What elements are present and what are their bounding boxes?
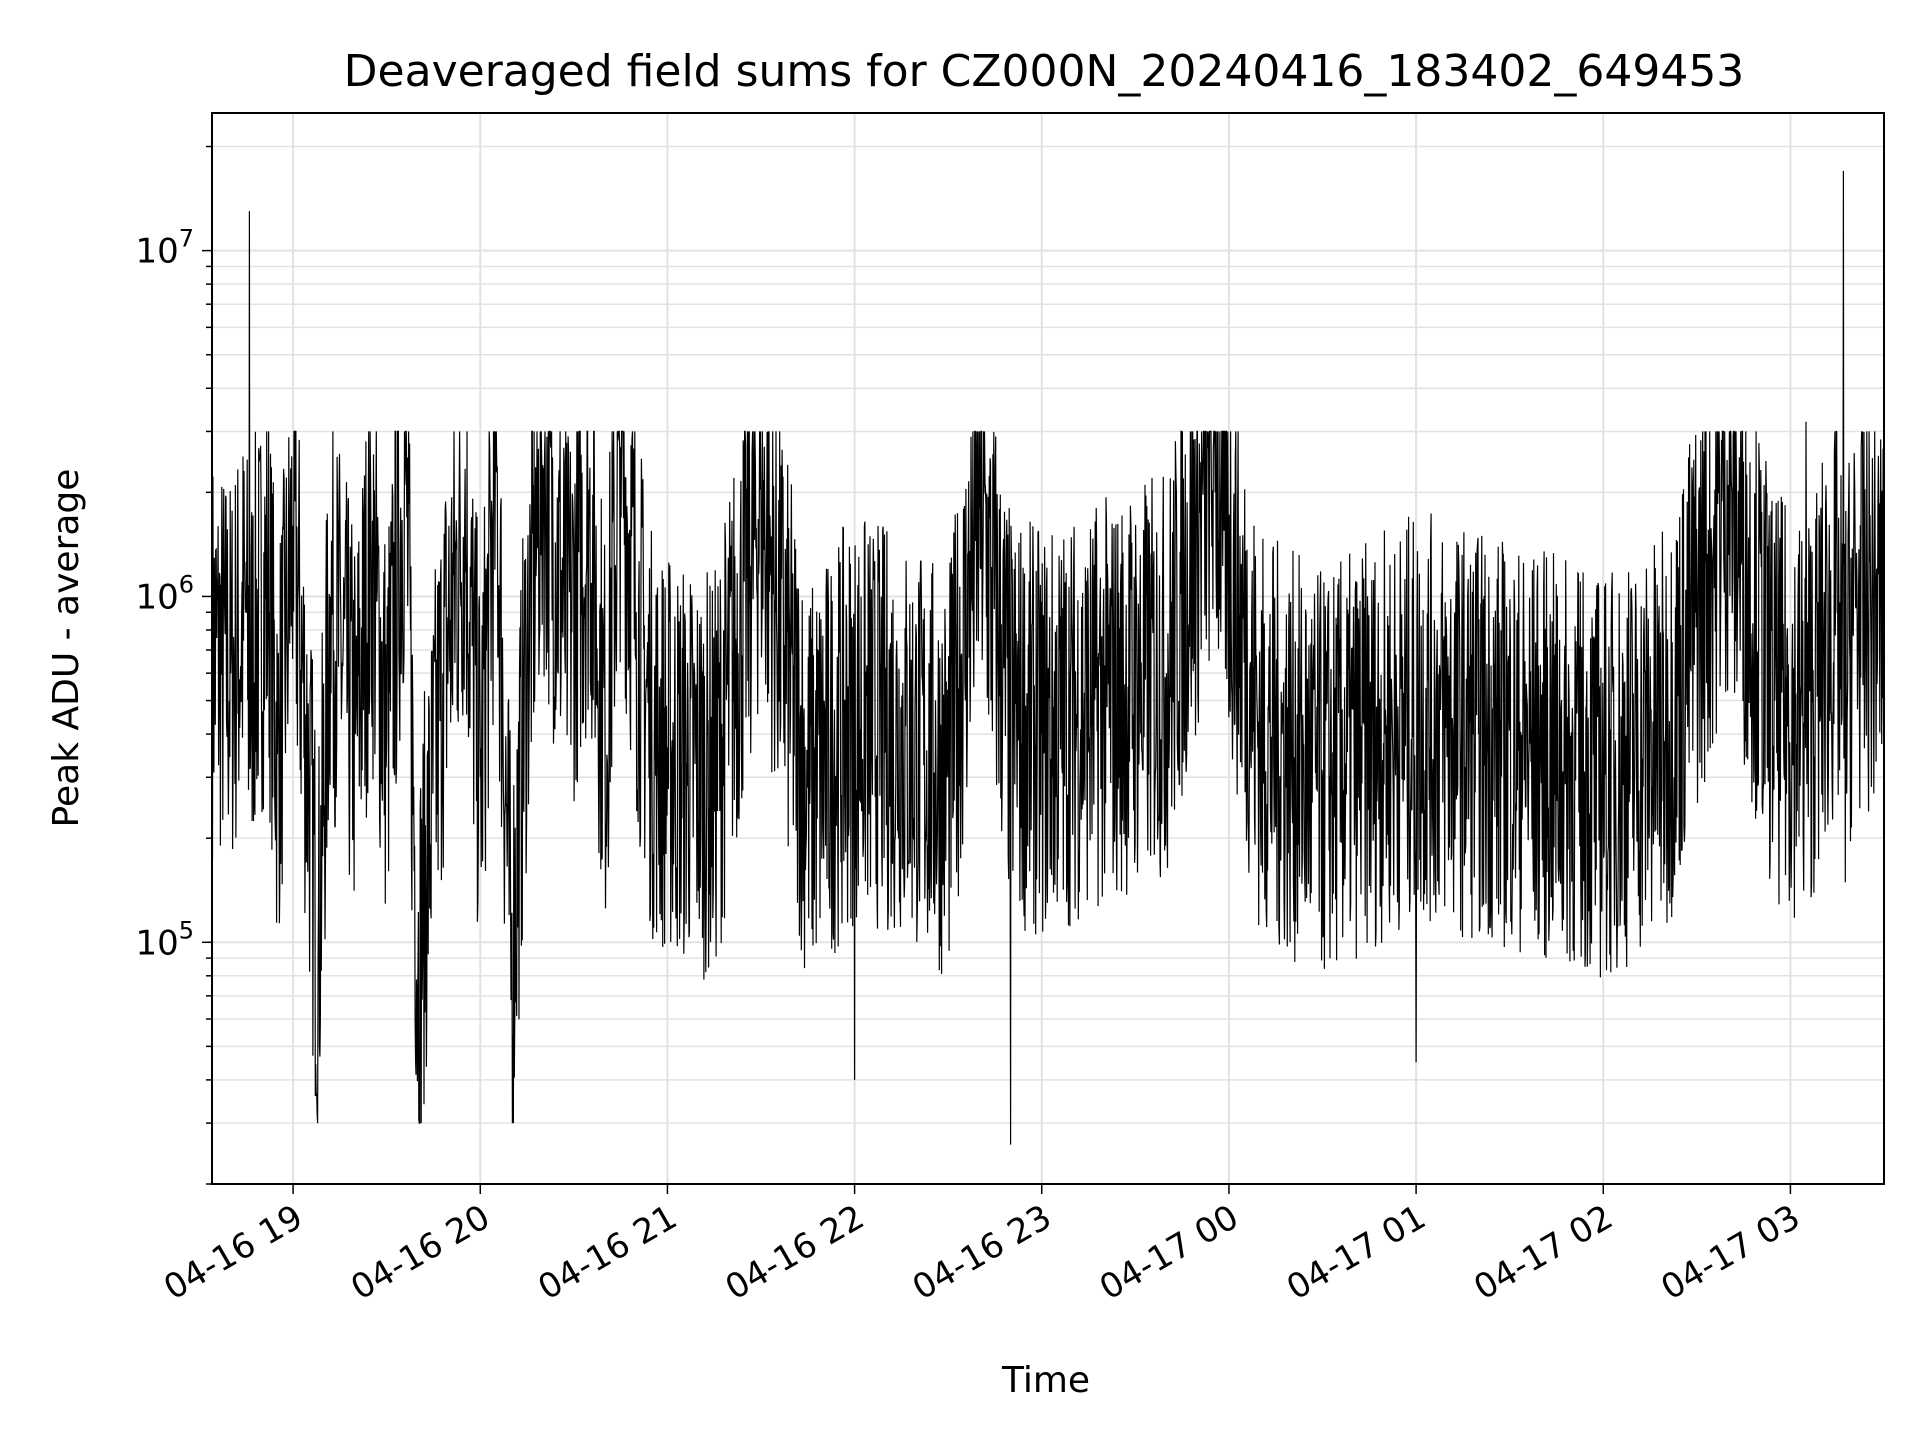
y-tick-exponent: 6	[179, 570, 194, 598]
y-tick-base: 10	[135, 232, 178, 272]
x-axis-label: Time	[1001, 1360, 1090, 1401]
plot-frame	[211, 112, 1885, 1185]
series-path	[211, 170, 1885, 1145]
y-tick-label: 107	[135, 225, 194, 272]
y-axis-label: Peak ADU - average	[46, 469, 87, 828]
y-tick-label: 106	[135, 570, 194, 617]
chart-title: Deaveraged field sums for CZ000N_2024041…	[344, 46, 1745, 97]
y-tick-exponent: 5	[179, 916, 194, 944]
series-line	[211, 170, 1885, 1145]
y-tick-label: 105	[135, 916, 194, 963]
y-tick-exponent: 7	[179, 225, 194, 253]
y-tick-base: 10	[135, 923, 178, 963]
y-tick-base: 10	[135, 577, 178, 617]
